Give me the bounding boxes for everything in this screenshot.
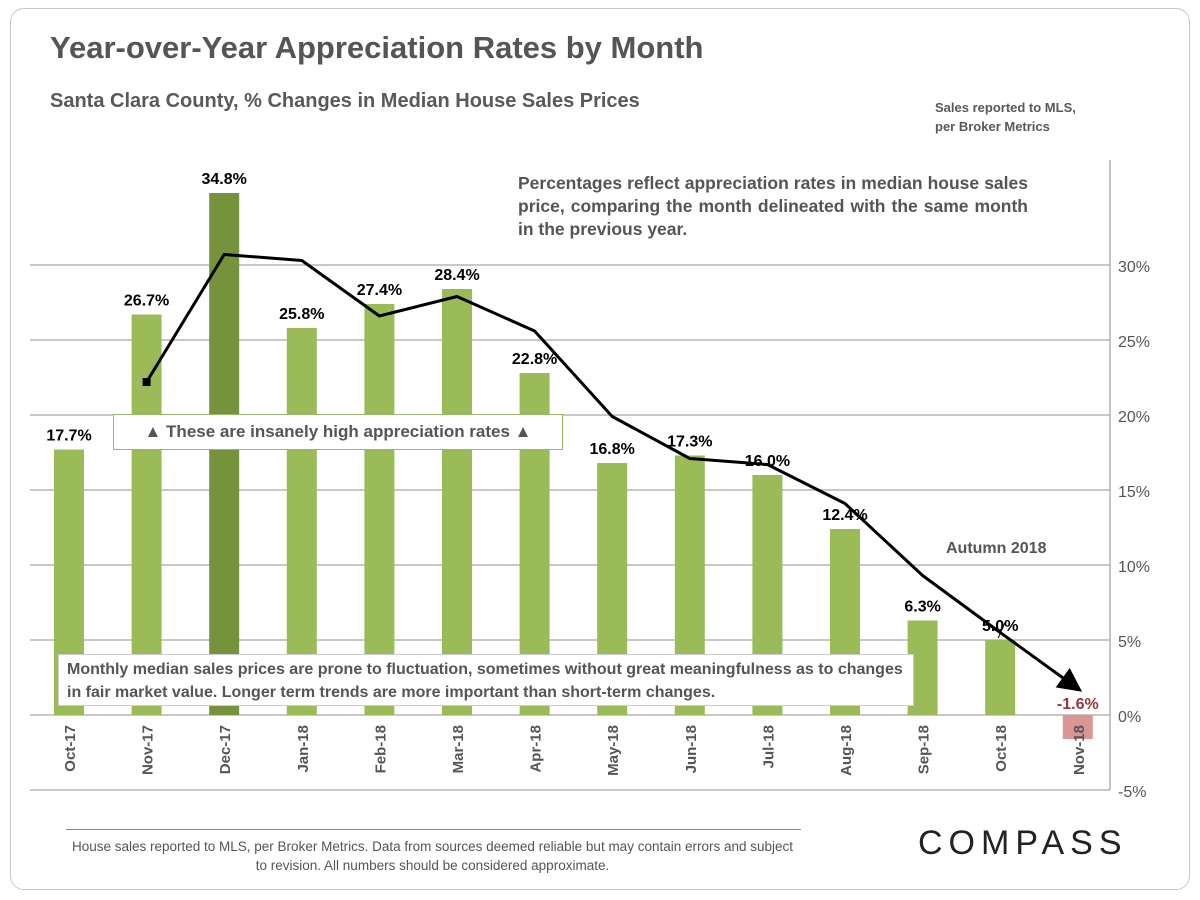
x-tick-label: Jul-18 bbox=[760, 725, 777, 768]
x-tick-label: Aug-18 bbox=[838, 725, 855, 776]
footer-disclaimer: House sales reported to MLS, per Broker … bbox=[71, 839, 794, 873]
data-label: 5.0% bbox=[982, 618, 1018, 635]
data-label: 16.8% bbox=[590, 441, 635, 458]
chart-card bbox=[10, 8, 1190, 890]
bar bbox=[1062, 715, 1093, 739]
x-tick-label: Apr-18 bbox=[528, 725, 545, 773]
x-tick-label: Oct-18 bbox=[993, 725, 1010, 772]
data-label: 25.8% bbox=[279, 306, 324, 323]
x-tick-label: Dec-17 bbox=[217, 725, 234, 774]
data-label: 34.8% bbox=[202, 171, 247, 188]
x-tick-label: May-18 bbox=[605, 725, 622, 776]
bar bbox=[985, 640, 1016, 715]
y-tick-label: -5% bbox=[1118, 784, 1146, 801]
x-tick-label: Sep-18 bbox=[916, 725, 933, 774]
source-note-line: Sales reported to MLS, bbox=[935, 100, 1076, 115]
bar bbox=[442, 289, 472, 715]
data-label: 17.3% bbox=[667, 434, 712, 451]
source-note-line: per Broker Metrics bbox=[935, 119, 1050, 134]
data-label: 28.4% bbox=[434, 267, 479, 284]
data-label: 27.4% bbox=[357, 282, 402, 299]
y-tick-label: 5% bbox=[1118, 634, 1141, 651]
fluctuation-callout: Monthly median sales prices are prone to… bbox=[58, 654, 914, 706]
chart-title: Year-over-Year Appreciation Rates by Mon… bbox=[50, 30, 704, 65]
trend-line-start-marker bbox=[142, 378, 151, 386]
bar bbox=[209, 193, 240, 715]
x-tick-label: Jan-18 bbox=[295, 725, 312, 773]
data-label: 17.7% bbox=[46, 428, 91, 445]
y-tick-label: 20% bbox=[1118, 409, 1150, 426]
autumn-annotation: Autumn 2018 bbox=[946, 540, 1047, 557]
source-note: Sales reported to MLS, per Broker Metric… bbox=[935, 98, 1076, 136]
high-rates-callout: ▲ These are insanely high appreciation r… bbox=[113, 414, 563, 450]
y-tick-label: 0% bbox=[1118, 709, 1141, 726]
trend-line bbox=[145, 253, 1083, 692]
chart-subtitle: Santa Clara County, % Changes in Median … bbox=[50, 90, 640, 112]
compass-logo: COMPASS bbox=[918, 824, 1128, 862]
x-tick-label: Jun-18 bbox=[683, 725, 700, 773]
x-tick-label: Nov-18 bbox=[1071, 725, 1088, 775]
data-label: 26.7% bbox=[124, 293, 169, 310]
explanation-annotation: Percentages reflect appreciation rates i… bbox=[518, 173, 1028, 239]
x-tick-label: Feb-18 bbox=[372, 725, 389, 773]
y-tick-label: 10% bbox=[1118, 559, 1150, 576]
y-tick-label: 15% bbox=[1118, 484, 1150, 501]
data-label: 6.3% bbox=[904, 599, 940, 616]
bar bbox=[286, 328, 317, 715]
data-label: -1.6% bbox=[1057, 696, 1099, 713]
x-tick-label: Oct-17 bbox=[62, 725, 79, 772]
bar bbox=[364, 304, 395, 715]
x-tick-label: Mar-18 bbox=[450, 725, 467, 773]
data-label: 16.0% bbox=[745, 453, 790, 470]
y-tick-label: 25% bbox=[1118, 334, 1150, 351]
label-leader-line bbox=[997, 621, 1006, 639]
data-label: 12.4% bbox=[822, 507, 867, 524]
x-tick-label: Nov-17 bbox=[140, 725, 157, 775]
data-label: 22.8% bbox=[512, 351, 557, 368]
y-tick-label: 30% bbox=[1118, 259, 1150, 276]
footer-divider bbox=[66, 829, 801, 830]
